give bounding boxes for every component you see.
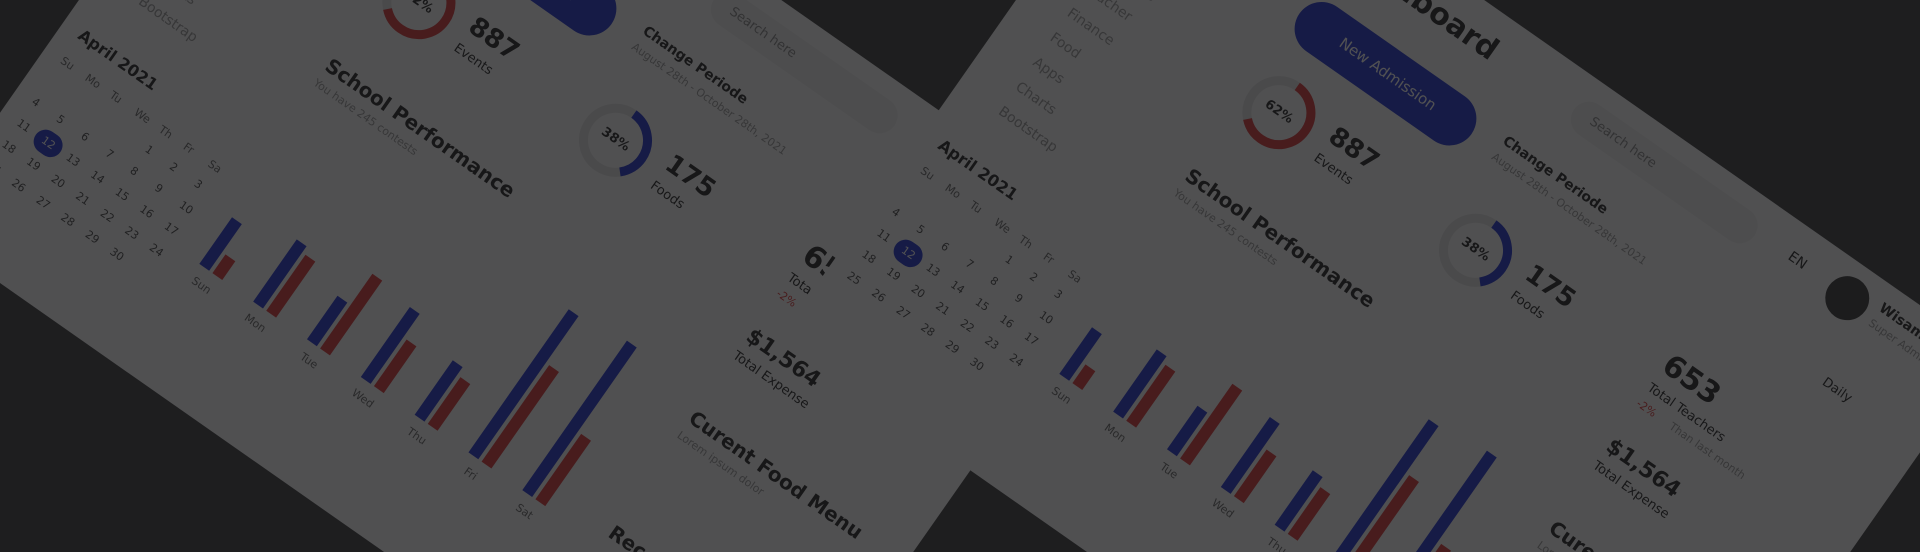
day[interactable]: 26 xyxy=(9,176,29,195)
x-label: Sun xyxy=(189,274,214,297)
day[interactable]: 4 xyxy=(889,205,903,220)
day[interactable]: 4 xyxy=(29,95,43,110)
day[interactable]: 16 xyxy=(997,312,1017,332)
day[interactable]: 24 xyxy=(146,240,166,260)
day[interactable]: 11 xyxy=(14,116,34,136)
x-label: Sat xyxy=(513,501,536,522)
x-label: Sun xyxy=(1049,384,1074,407)
day[interactable]: 27 xyxy=(33,193,53,213)
placeholder: Search here xyxy=(726,4,800,62)
day[interactable]: 13 xyxy=(923,260,943,280)
day[interactable]: 8 xyxy=(987,273,1001,289)
day[interactable]: 17 xyxy=(161,219,181,239)
day[interactable]: 11 xyxy=(874,226,894,246)
day[interactable]: 30 xyxy=(107,245,127,264)
day[interactable]: 24 xyxy=(1006,350,1026,370)
x-label: Tue xyxy=(1157,460,1181,482)
day[interactable]: 16 xyxy=(137,202,157,222)
day[interactable]: 19 xyxy=(24,154,43,174)
menu-item[interactable]: Food xyxy=(1046,29,1084,63)
day[interactable]: 18 xyxy=(0,137,19,157)
day[interactable]: 8 xyxy=(127,163,141,179)
language[interactable]: EN xyxy=(1784,248,1810,273)
day[interactable]: 25 xyxy=(844,269,864,288)
x-label: Thu xyxy=(1264,534,1289,552)
day[interactable]: 23 xyxy=(982,333,1002,353)
x-label: Mon xyxy=(1102,421,1128,445)
weekday: Su xyxy=(917,164,937,183)
day[interactable]: 21 xyxy=(73,189,93,209)
x-label: Fri xyxy=(461,465,479,483)
day[interactable]: 2 xyxy=(1027,269,1041,285)
x-label: Wed xyxy=(1209,496,1236,520)
day[interactable]: 14 xyxy=(88,168,108,187)
day[interactable]: 20 xyxy=(48,172,68,191)
day[interactable]: 6 xyxy=(938,239,952,255)
weekday: Fr xyxy=(180,140,197,157)
weekday: Tu xyxy=(107,88,125,107)
day[interactable]: 15 xyxy=(972,295,992,314)
day[interactable]: 17 xyxy=(1021,329,1041,349)
day[interactable]: 1 xyxy=(1002,252,1016,268)
day[interactable]: 3 xyxy=(1051,287,1065,302)
day[interactable]: 25 xyxy=(0,159,4,178)
x-label: Thu xyxy=(404,424,429,447)
day[interactable]: 14 xyxy=(948,278,968,297)
day[interactable]: 5 xyxy=(53,112,68,128)
day[interactable]: 5 xyxy=(913,222,928,238)
weekday: Su xyxy=(57,54,77,73)
menu-item[interactable]: Charts xyxy=(1012,78,1060,119)
day[interactable]: 1 xyxy=(142,142,156,158)
day[interactable]: 22 xyxy=(97,206,117,226)
filter[interactable]: Daily xyxy=(1819,374,1855,407)
day[interactable]: 29 xyxy=(942,337,962,357)
day[interactable]: 18 xyxy=(859,247,879,267)
weekday: Sa xyxy=(205,157,225,176)
weekday: Sa xyxy=(1065,267,1085,286)
avatar[interactable] xyxy=(1816,267,1878,329)
day[interactable]: 28 xyxy=(918,320,938,340)
food-title: Curent Food Menu xyxy=(1544,516,1727,552)
day[interactable]: 19 xyxy=(884,264,903,284)
placeholder: Search here xyxy=(1586,114,1660,172)
recent-title: Recent xyxy=(604,520,682,552)
day[interactable]: 6 xyxy=(78,129,92,145)
weekday: Th xyxy=(1016,233,1035,252)
day[interactable]: 3 xyxy=(191,177,205,192)
day[interactable]: 15 xyxy=(112,185,132,204)
weekday: We xyxy=(131,105,154,127)
day[interactable]: 22 xyxy=(957,316,977,336)
day[interactable]: 2 xyxy=(167,159,181,175)
weekday: Tu xyxy=(967,198,985,217)
weekday: Mo xyxy=(82,71,104,92)
x-label: Tue xyxy=(297,350,321,372)
label: New Admission xyxy=(1335,33,1440,115)
day[interactable]: 28 xyxy=(58,210,78,230)
day[interactable]: 30 xyxy=(967,355,987,374)
day[interactable]: 26 xyxy=(869,286,889,305)
day[interactable]: 9 xyxy=(152,181,166,196)
day[interactable]: 10 xyxy=(1036,308,1056,328)
day[interactable]: 20 xyxy=(908,282,928,301)
day[interactable]: 23 xyxy=(122,223,142,243)
day[interactable]: 13 xyxy=(63,150,83,170)
day[interactable]: 29 xyxy=(82,227,102,247)
food-title: Curent Food Menu xyxy=(684,405,868,544)
menu-item[interactable]: Apps xyxy=(1029,54,1068,88)
weekday: Mo xyxy=(942,181,964,202)
day[interactable]: 27 xyxy=(893,303,913,323)
day[interactable]: 21 xyxy=(933,299,953,319)
x-label: Wed xyxy=(349,386,376,410)
weekday: We xyxy=(991,215,1014,237)
day[interactable]: 9 xyxy=(1012,291,1026,306)
weekday: Th xyxy=(156,123,175,142)
day[interactable]: 10 xyxy=(176,198,196,218)
day[interactable]: 7 xyxy=(962,256,977,272)
label: New Admission xyxy=(476,0,580,4)
day[interactable]: 7 xyxy=(102,146,117,162)
x-label: Mon xyxy=(242,311,268,335)
weekday: Fr xyxy=(1040,250,1057,267)
